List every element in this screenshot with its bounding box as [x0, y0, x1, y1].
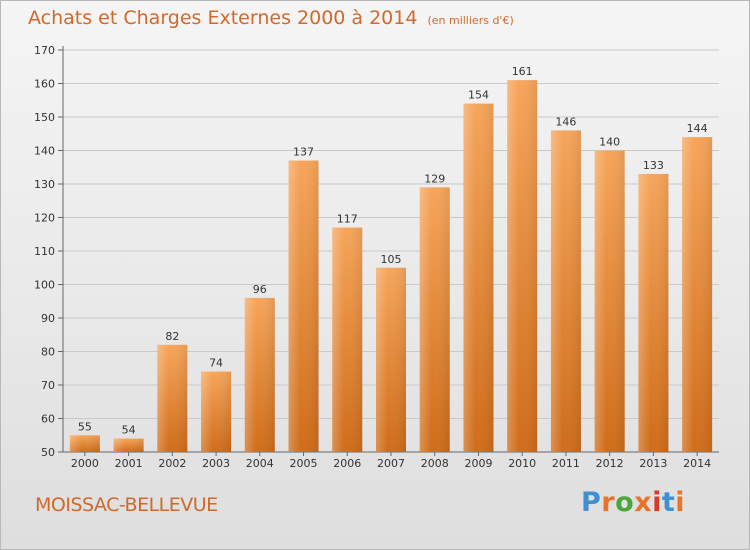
chart-title: Achats et Charges Externes 2000 à 2014 (e… — [28, 7, 514, 29]
y-tick-labels: 50 60 70 80 90 100 110 120 130 140 150 160 170 — [34, 44, 55, 459]
bar-shade — [376, 267, 406, 452]
x-tick-label: 2013 — [639, 457, 667, 470]
bar-shade — [594, 150, 625, 452]
chart-subtitle: (en milliers d'€) — [427, 14, 514, 27]
x-tick-label: 2012 — [596, 457, 624, 470]
x-tick-label: 2002 — [158, 457, 186, 470]
value-label: 96 — [253, 283, 267, 296]
y-tick-label: 130 — [34, 178, 55, 191]
x-tick-label: 2007 — [377, 457, 405, 470]
x-tick-label: 2003 — [202, 457, 230, 470]
y-tick-label: 120 — [34, 212, 55, 225]
y-tick-label: 70 — [41, 379, 55, 392]
x-tick-label: 2005 — [290, 457, 318, 470]
value-label: 137 — [293, 146, 314, 159]
bar-shade — [201, 371, 232, 452]
bar-shade — [113, 438, 144, 452]
logo-letter: P — [581, 487, 602, 518]
y-tick-label: 170 — [34, 44, 55, 57]
x-tick-label: 2014 — [683, 457, 711, 470]
value-label: 117 — [337, 213, 358, 226]
value-label: 133 — [643, 159, 664, 172]
y-tick-label: 100 — [34, 279, 55, 292]
y-tick-label: 110 — [34, 245, 55, 258]
bar-shade — [69, 435, 100, 452]
y-tick-label: 80 — [41, 346, 55, 359]
bar-shade — [550, 130, 581, 452]
bar-shade — [463, 103, 494, 452]
bar-shade — [507, 80, 538, 453]
x-tick-label: 2009 — [464, 457, 492, 470]
x-tick-label: 2008 — [421, 457, 449, 470]
value-label: 144 — [687, 122, 708, 135]
value-labels: 55 54 82 74 96 137 117 105 129 154 161 146 140 133 144 — [78, 65, 708, 436]
x-tick-label: 2011 — [552, 457, 580, 470]
x-tick-label: 2000 — [71, 457, 99, 470]
y-tick-label: 50 — [41, 446, 55, 459]
value-label: 82 — [165, 330, 179, 343]
value-label: 140 — [599, 136, 620, 149]
bars — [69, 80, 713, 453]
logo-letter: r — [601, 487, 616, 518]
y-tick-label: 160 — [34, 78, 55, 91]
x-tick-label: 2006 — [333, 457, 361, 470]
bar-shade — [244, 297, 275, 452]
logo-letter: o — [615, 487, 635, 518]
y-tick-label: 90 — [41, 312, 55, 325]
y-tick-label: 140 — [34, 145, 55, 158]
value-label: 74 — [209, 357, 223, 370]
value-label: 161 — [512, 65, 533, 78]
logo-letter: t — [661, 487, 676, 518]
value-label: 105 — [381, 253, 402, 266]
value-label: 54 — [122, 424, 136, 437]
bar-shade — [288, 160, 319, 453]
bar-shade — [682, 137, 713, 452]
place-name: MOISSAC-BELLEVUE — [35, 494, 218, 516]
value-label: 154 — [468, 89, 489, 102]
logo-letter: i — [652, 487, 662, 518]
value-label: 146 — [555, 115, 576, 128]
x-tick-label: 2004 — [246, 457, 274, 470]
bar-shade — [419, 187, 450, 452]
logo-letter: x — [634, 487, 653, 518]
x-tick-label: 2010 — [508, 457, 536, 470]
value-label: 55 — [78, 420, 92, 433]
logo-letter: i — [675, 487, 686, 518]
y-tick-label: 150 — [34, 111, 55, 124]
proxiti-logo: Proxiti — [581, 487, 685, 518]
bar-shade — [332, 227, 363, 452]
x-tick-labels: 2000 2001 2002 2003 2004 2005 2006 2007 2008 2009… — [71, 457, 711, 470]
title-text: Achats et Charges Externes 2000 à 2014 — [28, 7, 418, 29]
value-label: 129 — [424, 172, 445, 185]
y-tick-label: 60 — [41, 413, 55, 426]
x-tick-label: 2001 — [115, 457, 143, 470]
bar-shade — [638, 173, 669, 452]
bar-shade — [157, 344, 188, 452]
